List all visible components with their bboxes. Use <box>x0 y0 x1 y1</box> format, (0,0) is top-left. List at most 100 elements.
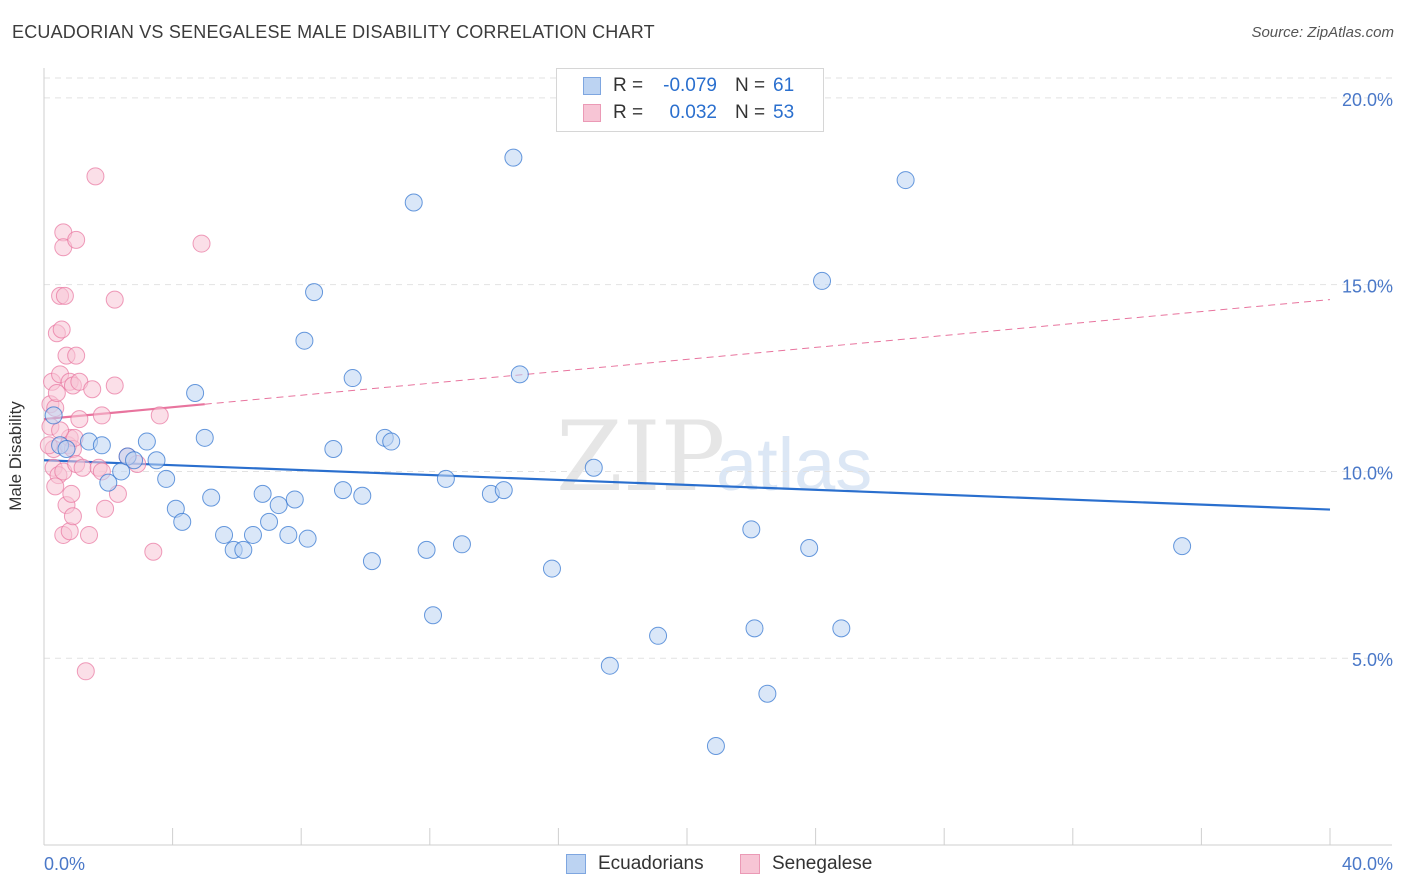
senegalese-trend-line-solid <box>43 403 205 421</box>
legend-n-value: 61 <box>773 75 795 96</box>
ecuadorian-point <box>382 432 401 451</box>
ecuadorian-point <box>343 369 362 388</box>
ecuadorian-point <box>417 540 436 559</box>
chart-title: ECUADORIAN VS SENEGALESE MALE DISABILITY… <box>12 22 655 42</box>
ecuadorian-point <box>333 481 352 500</box>
senegalese-point <box>73 458 92 477</box>
ecuadorian-point <box>186 383 205 402</box>
y-tick-label: 15.0% <box>1342 277 1393 297</box>
legend-n-label: N = <box>735 102 766 123</box>
senegalese-point <box>76 662 95 681</box>
ecuadorian-point <box>649 626 668 645</box>
ecuadorian-point <box>353 486 372 505</box>
ecuadorian-point <box>295 331 314 350</box>
ecuadorian-point <box>285 490 304 509</box>
senegalese-point <box>67 230 86 249</box>
senegalese-point <box>96 499 115 518</box>
y-tick-label: 5.0% <box>1352 650 1393 670</box>
senegalese-point <box>150 406 169 425</box>
ecuadorian-point <box>324 440 343 459</box>
ecuadorian-point <box>542 559 561 578</box>
senegalese-point <box>80 525 99 544</box>
senegalese-point <box>83 380 102 399</box>
ecuadorians-trend-line <box>43 459 1331 511</box>
y-tick-label: 20.0% <box>1342 90 1393 110</box>
senegalese-point <box>63 507 82 526</box>
stats-legend: R = -0.079 N = 61 R = 0.032 N = 53 <box>556 68 824 132</box>
legend-swatch-pink <box>740 854 760 874</box>
ecuadorian-point <box>800 539 819 558</box>
data-points <box>39 100 1192 756</box>
senegalese-point <box>105 376 124 395</box>
ecuadorian-point <box>279 525 298 544</box>
ecuadorian-point <box>157 469 176 488</box>
ecuadorian-point <box>504 148 523 167</box>
senegalese-point <box>62 484 81 503</box>
watermark-zip: ZIP <box>556 401 725 513</box>
ecuadorian-point <box>896 171 915 190</box>
x-tick-label: 40.0% <box>1342 854 1393 874</box>
ecuadorian-point <box>202 488 221 507</box>
ecuadorian-point <box>125 451 144 470</box>
senegalese-point <box>86 167 105 186</box>
tick-labels: 5.0% 10.0% 15.0% 20.0% 0.0% 40.0% <box>44 90 1393 874</box>
ecuadorian-point <box>436 469 455 488</box>
ecuadorian-point <box>57 440 76 459</box>
ecuadorian-point <box>173 512 192 531</box>
ecuadorian-point <box>745 619 764 638</box>
ecuadorian-point <box>195 428 214 447</box>
legend-swatch-blue <box>566 854 586 874</box>
senegalese-point <box>47 383 66 402</box>
senegalese-point <box>192 234 211 253</box>
ecuadorian-point <box>510 365 529 384</box>
ecuadorian-point <box>112 462 131 481</box>
ecuadorian-point <box>424 606 443 625</box>
senegalese-point <box>52 320 71 339</box>
grid-lines <box>44 77 1392 659</box>
senegalese-point <box>70 410 89 429</box>
legend-label: Senegalese <box>772 853 873 874</box>
ecuadorian-point <box>305 283 324 302</box>
ecuadorian-point <box>260 512 279 531</box>
ecuadorian-point <box>99 473 118 492</box>
ecuadorian-point <box>832 619 851 638</box>
ecuadorian-point <box>92 436 111 455</box>
ecuadorian-point <box>269 496 288 515</box>
ecuadorian-point <box>706 737 725 756</box>
legend-r-label: R = <box>613 75 644 96</box>
ecuadorian-point <box>452 535 471 554</box>
legend-r-value: 0.032 <box>669 102 717 123</box>
ecuadorian-point <box>253 484 272 503</box>
ecuadorian-point <box>362 552 381 571</box>
ecuadorian-point <box>234 540 253 559</box>
ecuadorian-point <box>147 451 166 470</box>
ecuadorian-point <box>298 529 317 548</box>
ecuadorian-point <box>742 520 761 539</box>
legend-swatch-blue <box>583 77 601 95</box>
ecuadorian-point <box>813 271 832 290</box>
senegalese-point <box>60 522 79 541</box>
ecuadorian-point <box>137 432 156 451</box>
ecuadorian-point <box>758 684 777 703</box>
ecuadorian-point <box>44 406 63 425</box>
ecuadorian-point <box>600 656 619 675</box>
ecuadorian-point <box>494 481 513 500</box>
senegalese-point <box>144 542 163 561</box>
legend-r-value: -0.079 <box>663 75 717 96</box>
ecuadorian-point <box>404 193 423 212</box>
senegalese-trend-line-dashed <box>204 299 1331 405</box>
legend-swatch-pink <box>583 104 601 122</box>
ecuadorian-point <box>215 525 234 544</box>
ecuadorian-point <box>1173 537 1192 556</box>
legend-label: Ecuadorians <box>598 853 704 874</box>
source-credit: Source: ZipAtlas.com <box>1251 24 1394 41</box>
legend-n-label: N = <box>735 75 766 96</box>
senegalese-point <box>67 346 86 365</box>
senegalese-point <box>55 286 74 305</box>
legend-n-value: 53 <box>773 102 795 123</box>
ecuadorian-point <box>584 458 603 477</box>
senegalese-point <box>46 477 65 496</box>
senegalese-point <box>92 406 111 425</box>
legend-r-label: R = <box>613 102 644 123</box>
